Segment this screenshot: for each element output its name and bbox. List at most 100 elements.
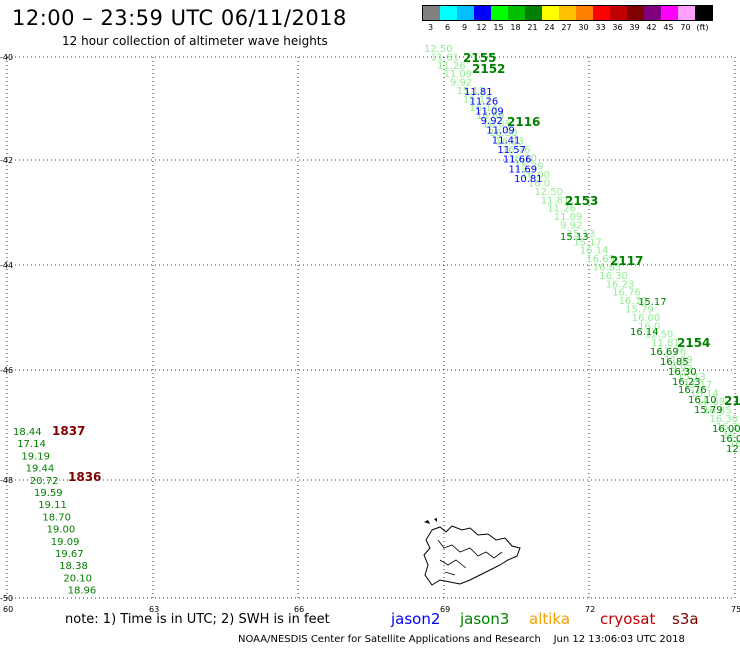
track-value-light: 16.10 bbox=[508, 153, 537, 164]
track-value-light: 11.81 bbox=[651, 338, 680, 349]
track-value-light: 16.76 bbox=[502, 145, 531, 156]
track-value-light: 11.09 bbox=[554, 212, 583, 223]
satellite-tracks: 12.5011.8111.2611.099.9215.1315.1716.141… bbox=[13, 44, 740, 597]
jason2-value: 11.09 bbox=[486, 126, 515, 137]
lon-label: 69 bbox=[440, 605, 450, 614]
jason3-value: 16.85 bbox=[660, 357, 689, 368]
track-value-light: 9.92 bbox=[450, 78, 472, 89]
lat-label: -48 bbox=[0, 476, 13, 485]
lon-label: 60 bbox=[3, 605, 13, 614]
scale-swatch bbox=[508, 6, 525, 20]
jason2-value: 11.26 bbox=[470, 97, 499, 108]
scale-label: 33 bbox=[595, 23, 606, 32]
scale-label: 70 bbox=[680, 23, 691, 32]
scale-label: 36 bbox=[612, 23, 623, 32]
track-value-light: 16.85 bbox=[593, 263, 622, 274]
track-value-light: 15.13 bbox=[677, 372, 706, 383]
page-title: 12:00 – 23:59 UTC 06/11/2018 bbox=[12, 6, 347, 30]
jason3-value: 15.13 bbox=[560, 232, 589, 243]
jason3-left-value: 18.38 bbox=[59, 561, 88, 572]
jason3-time-label: 21 bbox=[724, 394, 740, 408]
jason3-left-value: 18.96 bbox=[68, 586, 97, 597]
track-value-light: 11.26 bbox=[437, 61, 466, 72]
scale-swatch bbox=[559, 6, 576, 20]
track-value-light: 16.0 bbox=[638, 321, 660, 332]
scale-swatch bbox=[525, 6, 542, 20]
jason3-value: 16.14 bbox=[630, 327, 659, 338]
track-value-light: 15.13 bbox=[567, 229, 596, 240]
track-value-light: 11.26 bbox=[547, 204, 576, 215]
track-value-light: 16.30 bbox=[599, 271, 628, 282]
jason2-value: 9.92 bbox=[481, 116, 503, 127]
track-value-light: 16.30 bbox=[489, 128, 518, 139]
scale-swatch bbox=[576, 6, 593, 20]
track-value-light: 15.17 bbox=[684, 380, 713, 391]
jason3-left-value: 18.70 bbox=[42, 512, 71, 523]
lat-label: -50 bbox=[0, 594, 13, 603]
track-value-light: 16.0 bbox=[528, 178, 550, 189]
scale-swatch bbox=[542, 6, 559, 20]
jason3-left-value: 19.44 bbox=[26, 464, 55, 475]
jason3-value: 15.79 bbox=[694, 405, 723, 416]
lat-label: -40 bbox=[0, 53, 13, 62]
jason3-time-label: 2153 bbox=[565, 194, 598, 208]
scale-label: 27 bbox=[561, 23, 572, 32]
legend-jason3: jason3 bbox=[460, 610, 510, 628]
track-value-light: 16.69 bbox=[697, 397, 726, 408]
scale-swatch bbox=[474, 6, 491, 20]
scale-label: 39 bbox=[629, 23, 640, 32]
legend-note: note: 1) Time is in UTC; 2) SWH is in fe… bbox=[65, 612, 330, 627]
track-value-light: 11.81 bbox=[430, 52, 459, 63]
track-value-light: 16.85 bbox=[482, 120, 511, 131]
jason3-time-label: 2155 bbox=[463, 51, 496, 65]
track-value-light: 11.09 bbox=[443, 69, 472, 80]
map-grid bbox=[6, 56, 736, 599]
scale-label: 21 bbox=[527, 23, 538, 32]
jason3-value: 16.10 bbox=[688, 395, 717, 406]
scale-label: 30 bbox=[578, 23, 589, 32]
track-value-light: 16.23 bbox=[495, 136, 524, 147]
track-value-light: 11.81 bbox=[541, 195, 570, 206]
track-value-light: 16.00 bbox=[632, 313, 661, 324]
jason3-left-value: 20.10 bbox=[63, 573, 92, 584]
axis-labels: -40 -42 -44 -46 -48 -50 60 63 66 69 72 75 bbox=[0, 53, 740, 614]
track-value-light: 15.17 bbox=[463, 94, 492, 105]
lat-label: -44 bbox=[0, 261, 13, 270]
jason3-left-value: 19.67 bbox=[55, 549, 84, 560]
track-value-light: 11.09 bbox=[664, 355, 693, 366]
scale-swatch bbox=[423, 6, 440, 20]
legend-altika: altika bbox=[529, 610, 571, 628]
scale-swatch bbox=[610, 6, 627, 20]
cryosat-time-label: 1837 bbox=[52, 424, 85, 438]
jason3-left-value: 18.44 bbox=[13, 427, 42, 438]
scale-swatch bbox=[678, 6, 695, 20]
jason3-value: 15.17 bbox=[638, 297, 667, 308]
scale-label: 15 bbox=[493, 23, 504, 32]
scale-label: 24 bbox=[544, 23, 555, 32]
footer-credit: NOAA/NESDIS Center for Satellite Applica… bbox=[238, 634, 685, 645]
track-value-light: 9.92 bbox=[671, 363, 693, 374]
scale-label: 9 bbox=[461, 23, 468, 32]
legend-jason2: jason2 bbox=[391, 610, 441, 628]
jason3-time-label: 2116 bbox=[507, 115, 540, 129]
lat-label: -46 bbox=[0, 366, 13, 375]
track-value-light: 16.76 bbox=[612, 288, 641, 299]
scale-swatch bbox=[457, 6, 474, 20]
jason3-value: 16.00 bbox=[712, 424, 740, 435]
track-value-light: 16.85 bbox=[703, 405, 732, 416]
track-value-light: 16.10 bbox=[619, 296, 648, 307]
wave-height-color-scale: 3 6 9 12 15 18 21 24 27 30 33 36 39 42 45 70 (ft) bbox=[422, 5, 713, 32]
island-outline bbox=[423, 525, 521, 586]
jason3-value: 16.23 bbox=[672, 377, 701, 388]
track-value-light: 12.50 bbox=[534, 187, 563, 198]
jason2-value: 11.57 bbox=[497, 145, 526, 156]
jason3-left-value: 19.09 bbox=[51, 537, 80, 548]
lon-label: 66 bbox=[294, 605, 304, 614]
page-subtitle: 12 hour collection of altimeter wave hei… bbox=[62, 34, 328, 48]
scale-label: 18 bbox=[510, 23, 521, 32]
jason2-value: 11.81 bbox=[464, 87, 493, 98]
track-value-light: 15.79 bbox=[515, 162, 544, 173]
jason3-time-label: 2152 bbox=[472, 62, 505, 76]
track-value-light: 16.69 bbox=[586, 254, 615, 265]
